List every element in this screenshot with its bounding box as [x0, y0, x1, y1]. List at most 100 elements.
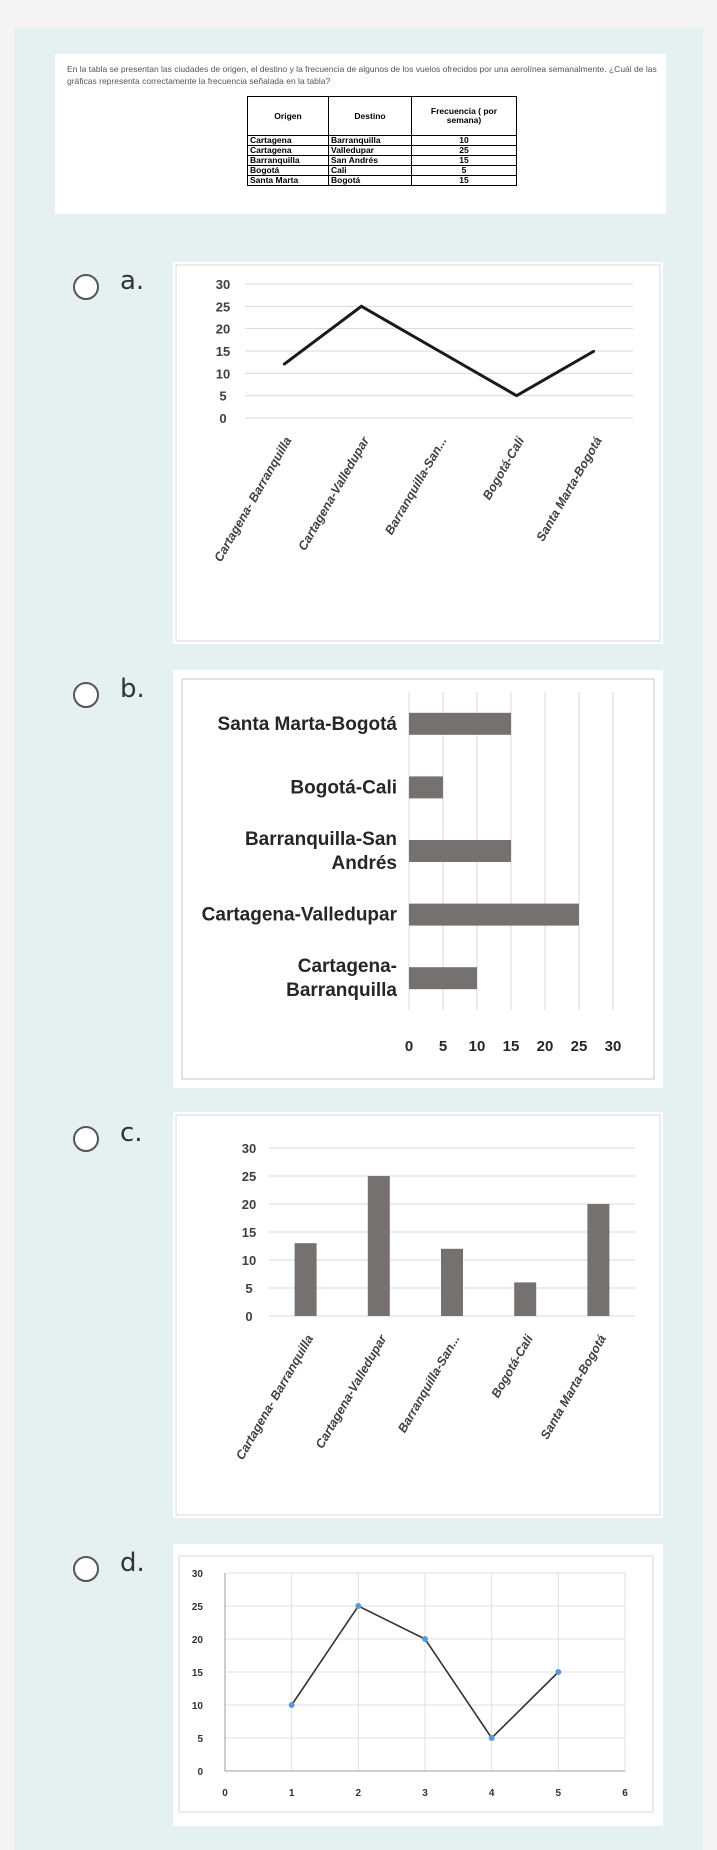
x-tick-label: 15	[503, 1038, 520, 1055]
x-tick-label: Cartagena- Barranquilla	[211, 434, 294, 564]
y-tick-label: Bogotá-Cali	[290, 777, 397, 798]
x-tick-label: 4	[489, 1788, 495, 1799]
y-tick-label: 30	[242, 1141, 256, 1156]
option-d-chart-card[interactable]: 0 5 10 15 20 25 30 0 1 2 3 4 5 6	[173, 1544, 663, 1826]
x-tick-label: 6	[622, 1788, 628, 1799]
data-point	[515, 394, 518, 397]
x-tick-label: 20	[537, 1038, 554, 1055]
bar	[587, 1204, 610, 1316]
option-c-chart-card[interactable]: 0 5 10 15 20 25 30 Cartagena- Barranquilla Carta…	[173, 1112, 663, 1518]
y-tick-label: 10	[216, 366, 230, 381]
frequency-table: Origen Destino Frecuencia ( por semana) …	[247, 96, 517, 186]
y-tick-label: 5	[245, 1281, 252, 1296]
table-cell: Barranquilla	[328, 135, 412, 146]
data-point	[488, 1735, 495, 1741]
table-row: Barranquilla San Andrés 15	[247, 155, 517, 166]
table-cell: 10	[411, 135, 517, 146]
table-cell: Cartagena	[247, 145, 329, 156]
y-tick-label: 25	[216, 299, 230, 314]
table-row: Santa Marta Bogotá 15	[247, 175, 517, 186]
bar	[441, 1248, 463, 1316]
table-cell: 15	[411, 155, 517, 166]
data-point	[288, 1702, 295, 1708]
data-point	[282, 363, 285, 366]
y-tick-label: 30	[192, 1569, 204, 1580]
y-tick-label: 15	[216, 344, 230, 359]
x-tick-label: Cartagena- Barranquilla	[233, 1332, 316, 1462]
option-a-radio[interactable]	[73, 274, 99, 300]
y-tick-label: Cartagena-Barranquilla	[286, 956, 397, 1001]
y-tick-label: 15	[242, 1225, 256, 1240]
y-tick-label: 0	[197, 1767, 203, 1778]
table-cell: Valledupar	[328, 145, 412, 156]
table-header: Origen	[247, 96, 329, 136]
y-tick-label: 0	[245, 1309, 252, 1324]
option-b-radio[interactable]	[73, 682, 99, 708]
x-tick-label: Bogotá-Cali	[489, 1332, 536, 1400]
bar	[409, 967, 477, 990]
x-tick-label: 5	[439, 1038, 447, 1055]
x-tick-label: Barranquilla-San...	[395, 1333, 462, 1436]
option-b-label[interactable]: b.	[120, 674, 145, 704]
data-point	[593, 350, 596, 352]
option-c-label[interactable]: c.	[120, 1118, 143, 1148]
bar	[294, 1243, 317, 1316]
chart-border	[175, 1114, 661, 1516]
table-cell: 5	[411, 165, 517, 176]
y-tick-label: 30	[216, 277, 230, 292]
table-cell: 25	[411, 145, 517, 156]
bar	[409, 903, 579, 926]
y-tick-label: Barranquilla-San Andrés	[245, 829, 397, 874]
option-d-radio[interactable]	[73, 1556, 99, 1582]
data-point	[355, 1603, 362, 1609]
option-a-label[interactable]: a.	[120, 266, 145, 296]
table-cell: Cartagena	[247, 135, 329, 146]
y-tick-label: 10	[192, 1701, 204, 1712]
option-c-chart: 0 5 10 15 20 25 30 Cartagena- BarranquillaCarta…	[175, 1114, 661, 1516]
option-a-chart-card[interactable]: 0 5 10 15 20 25 30 Cartagena- Barranquilla Carta…	[173, 262, 663, 644]
option-b-chart: 0 5 10 15 20 25 30 Santa Marta-Bogotá Bogotá-Cal…	[181, 678, 655, 1080]
y-tick-label: 10	[242, 1253, 256, 1268]
table-row: Cartagena Valledupar 25	[247, 145, 517, 156]
chart-border	[178, 1555, 654, 1813]
table-cell: 15	[411, 175, 517, 186]
y-tick-label: 25	[192, 1602, 204, 1613]
table-row: Cartagena Barranquilla 10	[247, 135, 517, 146]
y-tick-label: 20	[216, 322, 230, 337]
y-tick-label: Cartagena-Valledupar	[202, 905, 398, 926]
question-text: En la tabla se presentan las ciudades de…	[67, 64, 657, 86]
option-d-chart: 0 5 10 15 20 25 30 0 1 2 3 4 5 6	[178, 1555, 654, 1813]
x-tick-label: 25	[571, 1038, 588, 1055]
table-header: Frecuencia ( por semana)	[411, 96, 517, 136]
x-tick-label: 5	[556, 1788, 562, 1799]
option-b-chart-card[interactable]: 0 5 10 15 20 25 30 Santa Marta-Bogotá Bogotá-Cal…	[173, 670, 663, 1088]
option-a-chart: 0 5 10 15 20 25 30 Cartagena- Barranquilla Carta…	[175, 264, 661, 642]
x-tick-label: 1	[289, 1788, 295, 1799]
x-tick-label: Cartagena-Valledupar	[313, 1332, 390, 1451]
table-cell: Bogotá	[247, 165, 329, 176]
option-d-label[interactable]: d.	[120, 1548, 145, 1578]
chart-border	[175, 264, 661, 642]
x-tick-label: Barranquilla-San...	[382, 435, 449, 538]
y-tick-label: Santa Marta-Bogotá	[218, 714, 398, 735]
option-c-radio[interactable]	[73, 1126, 99, 1152]
table-cell: San Andrés	[328, 155, 412, 166]
x-tick-label: Santa Marta-Bogotá	[538, 1332, 609, 1441]
y-tick-label: 0	[219, 411, 226, 426]
y-tick-label: 5	[219, 389, 226, 404]
y-tick-label: 15	[192, 1668, 204, 1679]
bar	[409, 776, 443, 799]
x-tick-label: 10	[469, 1038, 486, 1055]
x-tick-label: Bogotá-Cali	[480, 434, 527, 502]
data-point	[422, 1636, 428, 1642]
x-tick-label: 2	[356, 1788, 362, 1799]
table-cell: Cali	[328, 165, 412, 176]
chart-border	[181, 678, 655, 1080]
data-point	[438, 350, 440, 352]
x-tick-label: Santa Marta-Bogotá	[534, 434, 605, 543]
table-cell: Bogotá	[328, 175, 412, 186]
table-cell: Barranquilla	[247, 155, 329, 166]
y-tick-label: 25	[242, 1169, 256, 1184]
table-cell: Santa Marta	[247, 175, 329, 186]
bar	[409, 840, 511, 862]
